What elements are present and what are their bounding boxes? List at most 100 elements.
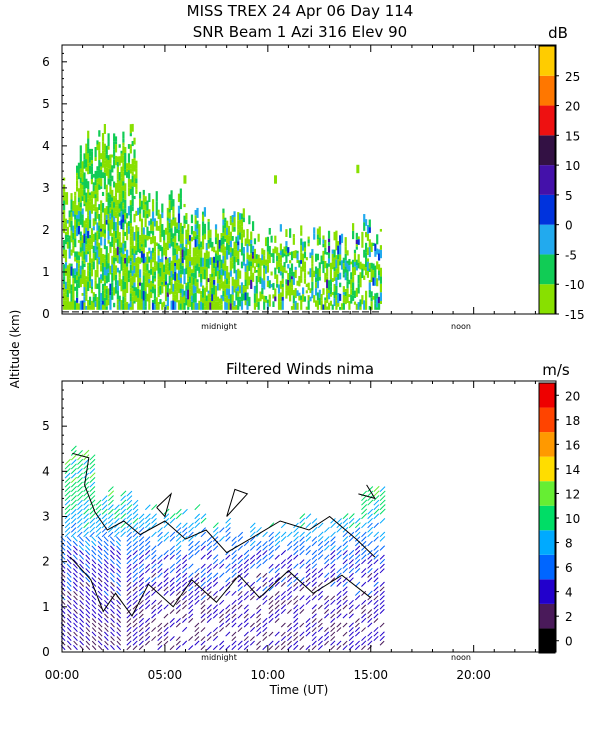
wind-barb: [138, 527, 145, 533]
snr-cell: [100, 166, 103, 171]
snr-cell: [96, 269, 99, 278]
wind-barb: [324, 608, 330, 614]
snr-cell: [83, 153, 86, 160]
snr-cell: [101, 290, 105, 301]
wind-barb: [225, 581, 231, 587]
snr-cell: [137, 239, 140, 243]
snr-cell: [129, 290, 132, 294]
wind-barb: [237, 536, 244, 542]
wind-barb: [101, 508, 108, 515]
snr-cell: [205, 266, 208, 277]
wind-barb: [268, 599, 274, 605]
snr-cell: [218, 298, 221, 304]
wind-barb: [231, 536, 237, 542]
snr-cell: [120, 211, 123, 220]
snr-cell: [116, 182, 119, 193]
snr-cell: [357, 274, 360, 284]
wind-barb: [336, 613, 342, 619]
snr-cell: [226, 271, 229, 279]
snr-cell: [103, 233, 106, 239]
snr-cell: [151, 247, 155, 253]
snr-cell: [331, 292, 334, 296]
snr-cell: [70, 290, 73, 295]
snr-cell: [239, 270, 242, 279]
snr-cell: [103, 123, 106, 134]
snr-cell: [103, 285, 106, 294]
snr-cell: [307, 243, 310, 247]
snr-cell: [124, 212, 127, 220]
snr-cell: [229, 240, 232, 248]
snr-cell: [355, 303, 358, 310]
wind-barb: [299, 586, 305, 592]
snr-cell: [342, 302, 345, 310]
snr-cell: [198, 266, 201, 274]
snr-cell: [326, 288, 329, 295]
snr-cell: [100, 200, 103, 204]
wind-barb: [77, 458, 84, 465]
snr-cell: [103, 172, 106, 182]
snr-cell: [100, 162, 103, 167]
snr-cell: [164, 259, 168, 269]
snr-cell: [376, 307, 379, 310]
snr-cell: [164, 281, 168, 285]
snr-cell: [140, 227, 144, 233]
snr-cell: [314, 266, 318, 274]
wind-barb: [175, 563, 181, 569]
wind-barb: [317, 618, 323, 623]
snr-cell: [261, 260, 264, 266]
snr-cell: [374, 272, 377, 278]
wind-barb: [132, 531, 139, 538]
wind-barb: [206, 577, 213, 583]
wind-barb: [182, 604, 187, 610]
snr-ytick-label: 2: [42, 223, 50, 237]
snr-cell: [218, 279, 221, 284]
snr-cell: [100, 218, 103, 229]
snr-cell: [107, 298, 110, 306]
snr-cell: [72, 245, 75, 253]
snr-cell: [227, 244, 231, 252]
snr-cell: [81, 165, 84, 174]
wind-barb: [85, 549, 91, 556]
snr-cell: [146, 200, 149, 211]
wind-colorbar-swatch: [539, 530, 555, 555]
wind-barb: [182, 522, 188, 529]
snr-cell: [116, 267, 119, 273]
snr-cell: [113, 141, 116, 145]
wind-barb: [373, 618, 379, 623]
snr-cell: [335, 300, 338, 306]
snr-cell: [77, 162, 81, 171]
wind-barb: [287, 622, 292, 628]
wind-barb: [64, 472, 71, 479]
snr-cell: [261, 248, 264, 255]
wind-barb: [116, 590, 122, 596]
snr-cell: [155, 220, 158, 231]
wind-barb: [348, 513, 355, 520]
wind-barb: [70, 518, 77, 524]
snr-cell: [170, 281, 173, 291]
wind-barb: [104, 572, 109, 578]
wind-barb: [342, 513, 349, 520]
snr-cell: [263, 295, 266, 302]
snr-cell: [283, 262, 286, 268]
wind-barb: [206, 536, 213, 542]
snr-cell: [174, 217, 177, 227]
snr-cell: [96, 195, 99, 202]
wind-barb: [67, 591, 72, 596]
snr-cell: [166, 220, 169, 231]
snr-cell: [129, 287, 132, 291]
wind-barb: [206, 563, 212, 569]
snr-cell: [181, 233, 184, 244]
snr-cell: [79, 211, 82, 219]
snr-cell: [83, 269, 86, 278]
snr-cell: [239, 213, 242, 220]
snr-cell: [103, 143, 106, 153]
snr-cell: [88, 210, 92, 220]
snr-cell: [107, 239, 110, 244]
wind-barb: [268, 549, 274, 556]
wind-barb: [330, 613, 336, 619]
wind-barb: [280, 531, 287, 538]
wind-barb: [293, 631, 299, 637]
wind-barb: [145, 640, 150, 646]
wind-barb: [138, 545, 145, 551]
snr-cell: [255, 258, 258, 268]
